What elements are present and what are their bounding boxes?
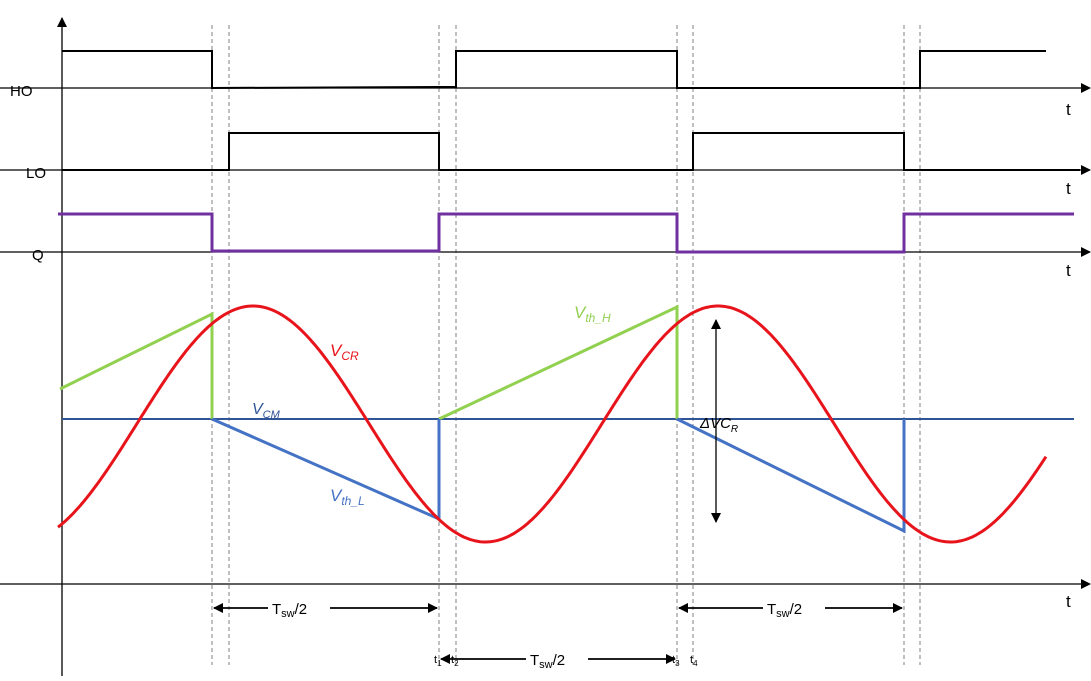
tick-label-t1: t1 — [434, 654, 442, 668]
vth-h-line — [59, 311, 214, 419]
vcm-label: VCM — [252, 401, 281, 421]
t-axis-label: t — [1066, 261, 1071, 280]
lo-waveform — [62, 132, 1080, 171]
vth-l-line — [211, 417, 441, 522]
vcr-waveform — [57, 304, 1048, 544]
tick-label-t3: t3 — [672, 654, 680, 668]
vth-h-label: Vth_H — [574, 303, 611, 325]
tsw-half-label: Tsw/2 — [767, 601, 802, 620]
t-axis-label: t — [1066, 100, 1071, 119]
ho-waveform — [62, 50, 1046, 90]
lo-label: LO — [26, 165, 46, 182]
tsw-half-label: Tsw/2 — [272, 601, 307, 620]
q-waveform — [58, 212, 1074, 254]
vth-l-line — [676, 417, 906, 534]
time-guides — [211, 25, 921, 665]
tick-label-t4: t4 — [690, 654, 698, 668]
vcr-label: VCR — [330, 341, 359, 363]
tsw-half-label: Tsw/2 — [530, 652, 565, 671]
ho-label: HO — [10, 83, 33, 100]
tick-label-t2: t2 — [451, 654, 459, 668]
vth-h-line — [438, 304, 679, 421]
q-label: Q — [32, 247, 44, 264]
t-axis-label: t — [1066, 592, 1071, 611]
t-axis-label: t — [1066, 179, 1071, 198]
delta-vcr-label: ΔVCR — [699, 415, 738, 435]
vth-l-label: Vth_L — [330, 486, 365, 508]
